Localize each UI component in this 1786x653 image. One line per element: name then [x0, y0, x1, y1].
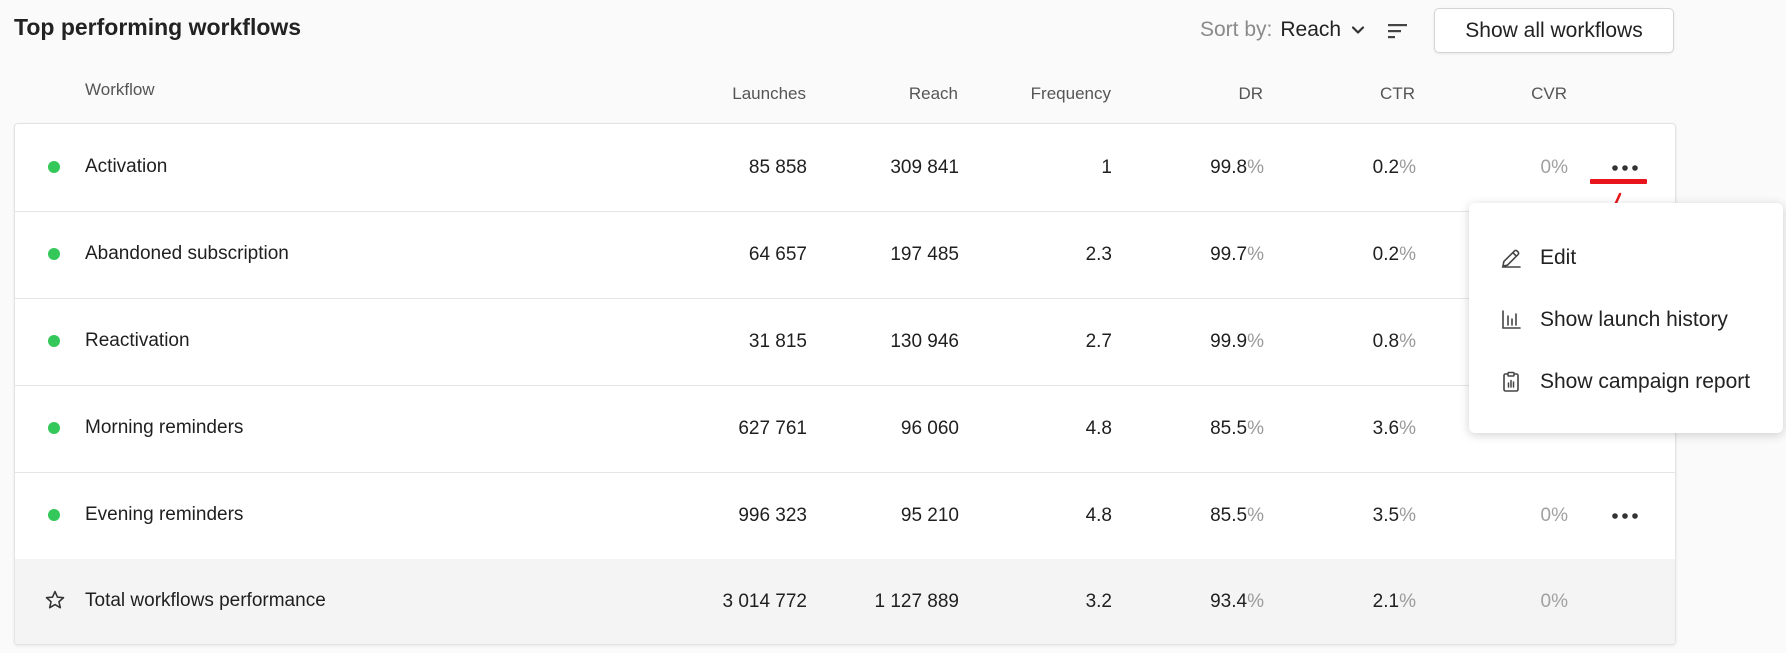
frequency-value: 2.3	[1085, 244, 1112, 265]
ctr-value: 3.6%	[1372, 418, 1416, 439]
pencil-icon	[1501, 249, 1521, 268]
status-active-dot	[48, 161, 60, 173]
launches-value: 996 323	[738, 505, 807, 526]
more-actions-button[interactable]	[1605, 156, 1645, 180]
status-active-dot	[48, 509, 60, 521]
status-active-dot	[48, 422, 60, 434]
reach-value: 96 060	[900, 418, 959, 439]
frequency-value: 1	[1101, 157, 1112, 178]
chevron-down-icon	[1351, 26, 1365, 34]
total-frequency-value: 3.2	[1085, 591, 1112, 612]
ctr-value: 0.8%	[1372, 331, 1416, 352]
status-active-dot	[48, 335, 60, 347]
workflow-name: Abandoned subscription	[85, 243, 289, 264]
table-row[interactable]: Reactivation 31 815 130 946 2.7 99.9% 0.…	[15, 298, 1675, 386]
column-header-dr[interactable]: DR	[1238, 84, 1263, 103]
launches-value: 85 858	[748, 157, 807, 178]
workflows-table: Activation 85 858 309 841 1 99.8% 0.2% 0…	[14, 123, 1676, 645]
total-label: Total workflows performance	[85, 590, 326, 611]
table-row[interactable]: Morning reminders 627 761 96 060 4.8 85.…	[15, 385, 1675, 473]
column-header-reach[interactable]: Reach	[908, 84, 958, 103]
row-context-menu: Edit Show launch history Show campaign r…	[1469, 203, 1783, 433]
menu-item-edit[interactable]: Edit	[1469, 231, 1783, 285]
workflow-name: Activation	[85, 156, 168, 177]
menu-item-label: Show campaign report	[1540, 370, 1751, 393]
table-row[interactable]: Evening reminders 996 323 95 210 4.8 85.…	[15, 472, 1675, 560]
table-row[interactable]: Abandoned subscription 64 657 197 485 2.…	[15, 211, 1675, 299]
sort-by-label: Sort by:	[1200, 18, 1273, 41]
total-launches-value: 3 014 772	[722, 591, 807, 612]
show-all-workflows-button[interactable]: Show all workflows	[1434, 8, 1674, 53]
workflow-name: Morning reminders	[85, 417, 244, 438]
reach-value: 130 946	[890, 331, 959, 352]
column-header-frequency[interactable]: Frequency	[1030, 84, 1111, 103]
dr-value: 85.5%	[1210, 418, 1264, 439]
total-row: Total workflows performance 3 014 772 1 …	[15, 559, 1675, 644]
sort-by-dropdown[interactable]: Sort by: Reach	[1200, 18, 1365, 42]
column-header-ctr[interactable]: CTR	[1380, 84, 1415, 103]
frequency-value: 4.8	[1085, 505, 1112, 526]
column-header-workflow: Workflow	[85, 80, 155, 99]
column-header-cvr[interactable]: CVR	[1531, 84, 1567, 103]
table-header: Workflow Launches Reach Frequency DR CTR…	[14, 76, 1674, 116]
dr-value: 99.8%	[1210, 157, 1264, 178]
more-actions-button[interactable]	[1605, 504, 1645, 528]
dr-value: 85.5%	[1210, 505, 1264, 526]
bar-chart-icon	[1502, 310, 1521, 329]
ctr-value: 3.5%	[1372, 505, 1416, 526]
dr-value: 99.7%	[1210, 244, 1264, 265]
annotation-underline	[1590, 179, 1647, 184]
section-title: Top performing workflows	[14, 14, 302, 40]
status-active-dot	[48, 248, 60, 260]
ellipsis-icon	[1612, 513, 1638, 519]
total-dr-value: 93.4%	[1210, 591, 1264, 612]
cvr-value: 0%	[1540, 157, 1568, 178]
dr-value: 99.9%	[1210, 331, 1264, 352]
clipboard-report-icon	[1503, 371, 1519, 392]
menu-item-show-launch-history[interactable]: Show launch history	[1469, 293, 1783, 347]
cvr-value: 0%	[1540, 505, 1568, 526]
total-reach-value: 1 127 889	[874, 591, 959, 612]
workflow-name: Evening reminders	[85, 504, 244, 525]
menu-item-label: Show launch history	[1540, 308, 1728, 331]
launches-value: 627 761	[738, 418, 807, 439]
sort-order-icon[interactable]	[1388, 22, 1408, 40]
workflow-name: Reactivation	[85, 330, 190, 351]
frequency-value: 4.8	[1085, 418, 1112, 439]
reach-value: 197 485	[890, 244, 959, 265]
sort-by-value: Reach	[1280, 18, 1342, 41]
total-ctr-value: 2.1%	[1372, 591, 1416, 612]
menu-item-show-campaign-report[interactable]: Show campaign report	[1469, 355, 1783, 409]
ellipsis-icon	[1612, 165, 1638, 171]
frequency-value: 2.7	[1085, 331, 1112, 352]
ctr-value: 0.2%	[1372, 157, 1416, 178]
reach-value: 309 841	[890, 157, 959, 178]
launches-value: 64 657	[748, 244, 807, 265]
table-row[interactable]: Activation 85 858 309 841 1 99.8% 0.2% 0…	[15, 124, 1675, 212]
menu-item-label: Edit	[1540, 246, 1577, 269]
reach-value: 95 210	[900, 505, 959, 526]
star-icon	[45, 590, 65, 609]
launches-value: 31 815	[748, 331, 807, 352]
total-cvr-value: 0%	[1540, 591, 1568, 612]
ctr-value: 0.2%	[1372, 244, 1416, 265]
column-header-launches[interactable]: Launches	[732, 84, 806, 103]
